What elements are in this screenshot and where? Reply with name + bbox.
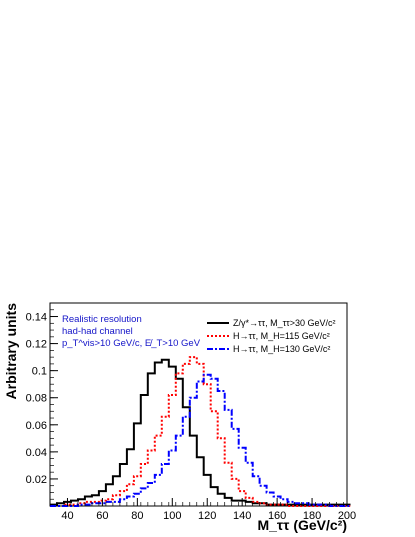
legend-label-h130: H→ττ, M_H=130 GeV/c² — [233, 344, 330, 354]
x-tick-label: 200 — [338, 510, 356, 522]
x-tick-label: 180 — [303, 510, 321, 522]
x-tick-label: 120 — [198, 510, 216, 522]
legend-label-h115: H→ττ, M_H=115 GeV/c² — [233, 331, 330, 341]
annotation-line-3: p_T^vis>10 GeV/c, E̸_T>10 GeV — [62, 338, 201, 349]
y-axis-title: Arbitrary units — [3, 303, 19, 400]
x-tick-label: 140 — [233, 510, 251, 522]
y-tick-label: 0.1 — [32, 366, 47, 378]
legend-label-z: Z/γ*→ττ, M_ττ>30 GeV/c² — [233, 318, 336, 328]
series-layer — [50, 356, 351, 507]
y-tick-label: 0.08 — [26, 393, 47, 405]
series-2-line — [50, 373, 351, 507]
series-1-line — [50, 356, 351, 507]
series-0-line — [50, 358, 351, 506]
legend: Z/γ*→ττ, M_ττ>30 GeV/c² H→ττ, M_H=115 Ge… — [207, 318, 336, 354]
y-tick-label: 0.12 — [26, 339, 47, 351]
y-tick-label: 0.06 — [26, 420, 47, 432]
tick-layer: 40 60 80 100 120 140 160 180 200 0.02 0.04 0.06 0.08… — [26, 309, 356, 522]
x-tick-label: 40 — [61, 510, 73, 522]
y-tick-label: 0.04 — [26, 447, 47, 459]
x-tick-label: 160 — [268, 510, 286, 522]
annotation-line-1: Realistic resolution — [62, 314, 142, 325]
y-tick-label: 0.02 — [26, 474, 47, 486]
x-axis-title: M_ττ (GeV/c²) — [257, 517, 347, 533]
x-tick-label: 80 — [131, 510, 143, 522]
y-tick-label: 0.14 — [26, 312, 47, 324]
x-tick-label: 100 — [163, 510, 181, 522]
x-tick-label: 60 — [96, 510, 108, 522]
annotation-line-2: had-had channel — [62, 326, 133, 337]
